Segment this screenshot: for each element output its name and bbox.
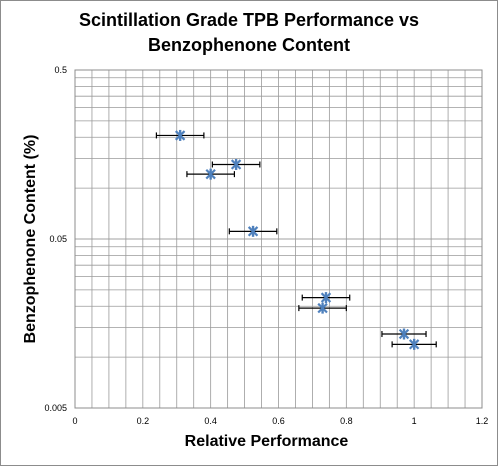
x-axis-label: Relative Performance [185, 433, 349, 450]
x-tick-label: 1.2 [476, 416, 489, 426]
plot-area-border [74, 69, 483, 409]
star-marker [230, 158, 242, 170]
grid-lines [74, 69, 483, 409]
star-marker [408, 338, 420, 350]
x-tick-label: 0.6 [272, 416, 285, 426]
star-marker [320, 292, 332, 304]
y-tick-label: 0.5 [54, 65, 67, 75]
x-axis-ticks: 0 0.2 0.4 0.6 0.8 1 1.2 [72, 416, 488, 426]
data-point [155, 129, 205, 141]
y-tick-label: 0.005 [44, 403, 67, 413]
star-marker [317, 302, 328, 314]
x-tick-label: 0.2 [137, 416, 150, 426]
y-axis-label: Benzophenone Content (%) [22, 135, 39, 344]
star-marker [174, 129, 186, 141]
data-point [298, 302, 347, 314]
data-point [301, 292, 351, 304]
x-tick-label: 0.4 [204, 416, 217, 426]
data-points [155, 129, 437, 350]
star-marker [205, 168, 216, 180]
x-tick-label: 0.8 [340, 416, 353, 426]
x-tick-label: 1 [412, 416, 417, 426]
data-point [211, 158, 261, 170]
chart-title: Scintillation Grade TPB Performance vs B… [0, 8, 498, 58]
data-point [228, 225, 278, 237]
chart-title-line-2: Benzophenone Content [148, 35, 350, 55]
star-marker [247, 225, 259, 237]
star-marker [398, 328, 410, 340]
y-tick-label: 0.05 [49, 234, 67, 244]
chart-title-line-1: Scintillation Grade TPB Performance vs [78, 10, 420, 30]
data-point [186, 168, 236, 180]
x-tick-label: 0 [72, 416, 77, 426]
data-point [391, 338, 437, 350]
y-axis-ticks: 0.5 0.05 0.005 [44, 65, 67, 413]
data-point [381, 328, 427, 340]
